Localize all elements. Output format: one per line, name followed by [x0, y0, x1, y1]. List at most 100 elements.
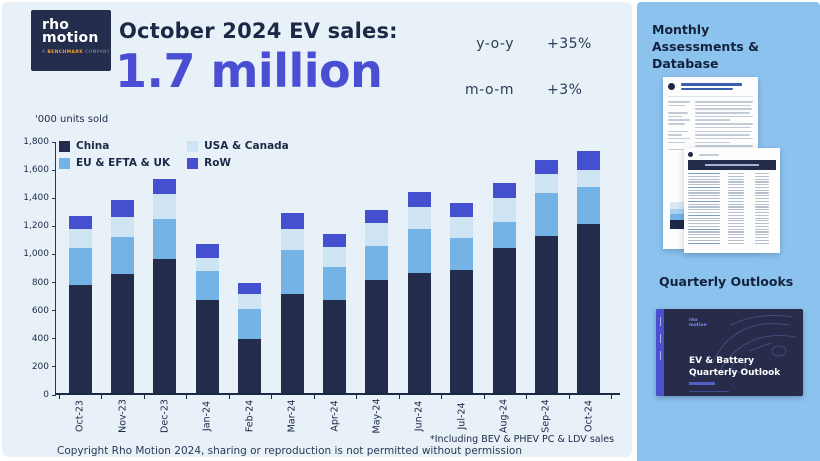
x-axis-tick: [143, 395, 145, 399]
bar-segment-row-Mar-24: [280, 213, 304, 230]
x-axis-tick: [228, 395, 230, 399]
document-title-lines: [681, 83, 753, 90]
bar-segment-china-Jul-24: [450, 270, 474, 393]
y-axis-tick: [52, 253, 56, 255]
bar-segment-usa-canada-Sep-24: [534, 173, 558, 193]
x-axis-tick: [186, 395, 188, 399]
legend-label: USA & Canada: [204, 140, 289, 152]
x-axis-label: Oct-23: [74, 400, 86, 432]
y-axis-tick: [52, 310, 56, 312]
bar-segment-china-Mar-24: [280, 293, 304, 393]
bar-segment-eu-efta-uk-Oct-24: [577, 187, 601, 225]
bar-segment-eu-efta-uk-Dec-23: [153, 218, 177, 260]
y-axis-label: 200: [31, 361, 49, 372]
bar-segment-eu-efta-uk-Mar-24: [280, 250, 304, 294]
bar-slot-Apr-24: [313, 142, 355, 393]
x-axis-label: May-24: [371, 398, 383, 434]
bar-Jul-24: [450, 203, 474, 393]
bar-segment-usa-canada-Dec-23: [153, 194, 177, 219]
x-axis-label: Apr-24: [329, 400, 341, 432]
stat-row-yoy: y-o-y +35%: [440, 36, 592, 52]
bar-segment-china-Oct-24: [577, 224, 601, 393]
bar-slot-Feb-24: [229, 142, 271, 393]
page-title: October 2024 EV sales:: [119, 19, 398, 43]
chart-legend: China EU & EFTA & UK USA & Canada RoW: [59, 140, 289, 169]
headline-value: 1.7 million: [115, 44, 383, 98]
bar-segment-china-Oct-23: [68, 284, 92, 393]
y-axis-tick: [52, 197, 56, 199]
database-table-thumbnail[interactable]: [684, 148, 780, 253]
bar-segment-china-Dec-23: [153, 259, 177, 393]
logo-tagline: A BENCHMARK COMPANY: [42, 50, 110, 55]
bar-slot-Mar-24: [271, 142, 313, 393]
legend-swatch: [187, 157, 199, 169]
y-axis-tick: [52, 394, 56, 396]
y-axis-label: 1,400: [23, 193, 49, 204]
bar-slot-Jan-24: [186, 142, 228, 393]
x-axis-tick: [611, 395, 612, 399]
table-rows: [688, 173, 776, 244]
bar-segment-row-Apr-24: [323, 233, 347, 247]
document-text-lines: [668, 101, 690, 226]
y-axis-tick: [52, 366, 56, 368]
y-axis-label: 1,200: [23, 221, 49, 232]
bar-segment-eu-efta-uk-Aug-24: [492, 221, 516, 249]
document-logo-icon: [688, 152, 693, 157]
bar-segment-usa-canada-Jun-24: [407, 206, 431, 229]
bar-segment-usa-canada-Nov-23: [111, 217, 135, 237]
legend-item-china: China: [59, 140, 170, 152]
bar-segment-eu-efta-uk-Jan-24: [195, 271, 219, 301]
document-text-lines: [699, 154, 719, 156]
car-sketch-icon: [712, 314, 797, 373]
x-axis-labels: Oct-23 Nov-23 Dec-23 Jan-24 Feb-24 Mar-24 Apr-…: [59, 395, 610, 437]
quarterly-outlook-cover[interactable]: rho motion EV & Battery Quarterly Outlook: [656, 309, 803, 396]
bar-segment-china-Jun-24: [407, 272, 431, 393]
cover-rule: [689, 391, 729, 392]
bar-segment-usa-canada-Apr-24: [323, 246, 347, 267]
y-axis-tick: [52, 169, 56, 171]
bar-segment-row-Nov-23: [111, 200, 135, 218]
x-axis-tick: [526, 395, 528, 399]
bar-segment-china-Sep-24: [534, 236, 558, 393]
bar-segment-row-Oct-24: [577, 151, 601, 170]
cover-title: EV & Battery Quarterly Outlook: [689, 356, 781, 378]
copyright-text: Copyright Rho Motion 2024, sharing or re…: [57, 445, 522, 457]
y-axis-label: 0: [43, 390, 49, 400]
bar-Sep-24: [534, 159, 558, 393]
bar-segment-usa-canada-Jan-24: [195, 258, 219, 272]
bar-slot-Aug-24: [483, 142, 525, 393]
y-axis-tick: [52, 141, 56, 143]
x-axis-label: Jan-24: [201, 400, 213, 432]
legend-label: RoW: [204, 157, 232, 169]
x-axis-tick: [398, 395, 400, 399]
bar-Jan-24: [195, 244, 219, 393]
x-axis-tick: [441, 395, 443, 399]
bar-slot-Nov-23: [101, 142, 143, 393]
x-axis-tick: [356, 395, 358, 399]
table-header-bar: [688, 160, 776, 170]
bar-slot-Jun-24: [398, 142, 440, 393]
bar-slot-Jul-24: [441, 142, 483, 393]
bar-Apr-24: [323, 233, 347, 393]
y-axis-tick: [52, 282, 56, 284]
x-axis-tick: [59, 395, 60, 399]
bar-slot-May-24: [356, 142, 398, 393]
document-logo-icon: [668, 83, 675, 90]
bar-slot-Oct-23: [59, 142, 101, 393]
bar-segment-row-Sep-24: [534, 159, 558, 174]
y-axis-label: 400: [31, 333, 49, 344]
bar-segment-china-Jan-24: [195, 300, 219, 393]
bar-slot-Sep-24: [525, 142, 567, 393]
legend-swatch: [59, 140, 70, 152]
x-axis-label: Nov-23: [117, 399, 129, 433]
bar-segment-row-Oct-23: [68, 215, 92, 230]
stacked-bar-chart: Oct-23 Nov-23 Dec-23 Jan-24 Feb-24 Mar-24 Apr-…: [23, 137, 620, 434]
bar-Dec-23: [153, 178, 177, 393]
yoy-value: +35%: [547, 36, 592, 52]
y-axis-label: 1,000: [23, 249, 49, 260]
y-axis-label: 800: [31, 277, 49, 288]
bar-segment-eu-efta-uk-Sep-24: [534, 192, 558, 237]
bar-May-24: [365, 209, 389, 393]
bar-segment-usa-canada-Aug-24: [492, 197, 516, 222]
